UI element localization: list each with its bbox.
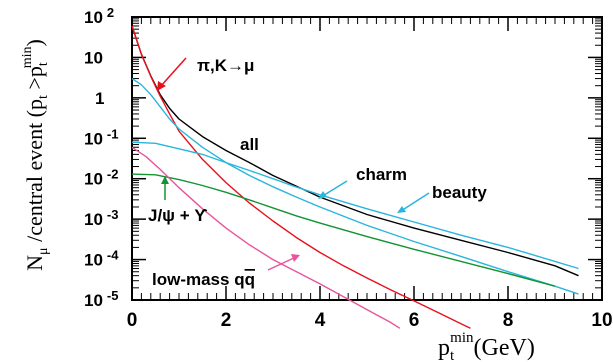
x-tick-label: 2 xyxy=(221,310,232,331)
y-tick-base: 10 xyxy=(84,8,103,27)
y-axis-label-a: N xyxy=(22,255,47,271)
y-tick-label: 10 -3 xyxy=(84,207,118,229)
series-line-5 xyxy=(131,146,401,329)
y-axis-label: Nμ /central event (pt >ptmin) xyxy=(20,39,51,271)
x-axis-label: pt min(GeV) xyxy=(438,330,535,362)
y-tick-label: 10 -4 xyxy=(84,248,119,270)
y-tick-base: 10 xyxy=(84,170,103,189)
label-beauty: beauty xyxy=(432,183,487,202)
arrow-charm xyxy=(320,180,348,198)
y-tick-exponent: -1 xyxy=(107,126,119,141)
arrow-beauty-head xyxy=(397,206,406,213)
y-tick-base: 10 xyxy=(84,129,103,148)
x-tick-label: 6 xyxy=(409,310,420,331)
y-tick-base: 10 xyxy=(84,210,103,229)
x-axis-label-sup: min xyxy=(450,330,474,346)
y-tick-label: 10 xyxy=(84,48,103,67)
arrow-beauty xyxy=(400,192,430,212)
y-tick-exponent: -5 xyxy=(107,288,119,303)
y-tick-label: 10 2 xyxy=(84,5,114,27)
label-lowmass-text: low-mass q xyxy=(152,270,245,289)
arrow-piK-head xyxy=(157,81,166,91)
series-curves xyxy=(131,25,579,329)
y-tick-exponent: -4 xyxy=(107,248,119,263)
y-tick-exponent: 2 xyxy=(107,5,114,20)
series-line-2 xyxy=(131,78,579,295)
y-tick-exponent: -2 xyxy=(107,167,119,182)
y-axis-label-b: /central event (p xyxy=(22,99,47,247)
x-axis-label-unit: (GeV) xyxy=(474,335,535,361)
series-line-4 xyxy=(131,173,556,287)
label-charm: charm xyxy=(356,165,407,184)
arrow-lowmass-head xyxy=(291,254,300,262)
y-axis-label-b-sub: t xyxy=(36,95,51,99)
x-tick-label: 10 xyxy=(591,310,612,331)
y-tick-labels: 10 2 10 1 10 -1 10 -2 10 -3 10 -4 10 -5 xyxy=(84,5,119,310)
arrow-piK xyxy=(159,57,187,88)
y-tick-base: 10 xyxy=(84,48,103,67)
series-line-3 xyxy=(131,141,579,270)
arrow-charm-head xyxy=(318,191,327,199)
y-axis-label-a-sub: μ xyxy=(36,247,51,255)
y-tick-base: 10 xyxy=(84,251,103,270)
label-lowmass-qbar: q xyxy=(245,270,255,289)
y-axis-label-c: >p xyxy=(22,66,47,95)
y-tick-exponent: -3 xyxy=(107,207,119,222)
y-tick-base: 10 xyxy=(84,291,103,310)
x-tick-labels: 0 2 4 6 8 10 xyxy=(127,310,613,331)
series-line-1 xyxy=(131,25,471,329)
label-jpsi: J/ψ + ϒ xyxy=(148,206,207,225)
label-lowmass: low-mass qq xyxy=(152,270,255,289)
tick-marks xyxy=(131,16,603,301)
annotation-arrows xyxy=(157,57,430,271)
y-tick-label: 10 -5 xyxy=(84,288,118,310)
y-tick-label: 10 -2 xyxy=(84,167,118,189)
y-axis-label-c-sub: t xyxy=(36,62,51,66)
x-tick-label: 8 xyxy=(503,310,514,331)
y-tick-label: 1 xyxy=(95,89,104,108)
y-axis-label-c-sup: min xyxy=(20,47,35,69)
label-piK: π,K→μ xyxy=(197,56,254,75)
arrow-lowmass xyxy=(267,256,297,271)
arrow-jpsi-head xyxy=(161,176,169,184)
y-tick-label: 10 -1 xyxy=(84,126,118,148)
x-axis-label-main: p xyxy=(438,335,450,361)
label-all: all xyxy=(240,135,259,154)
svg-text:Nμ /central event (pt >ptmin): Nμ /central event (pt >ptmin) xyxy=(20,39,51,271)
y-tick-base: 1 xyxy=(95,89,104,108)
x-tick-label: 0 xyxy=(127,310,138,331)
y-axis-label-d: ) xyxy=(22,39,47,46)
x-tick-label: 4 xyxy=(315,310,326,331)
x-axis-label-sub: t xyxy=(450,348,455,362)
